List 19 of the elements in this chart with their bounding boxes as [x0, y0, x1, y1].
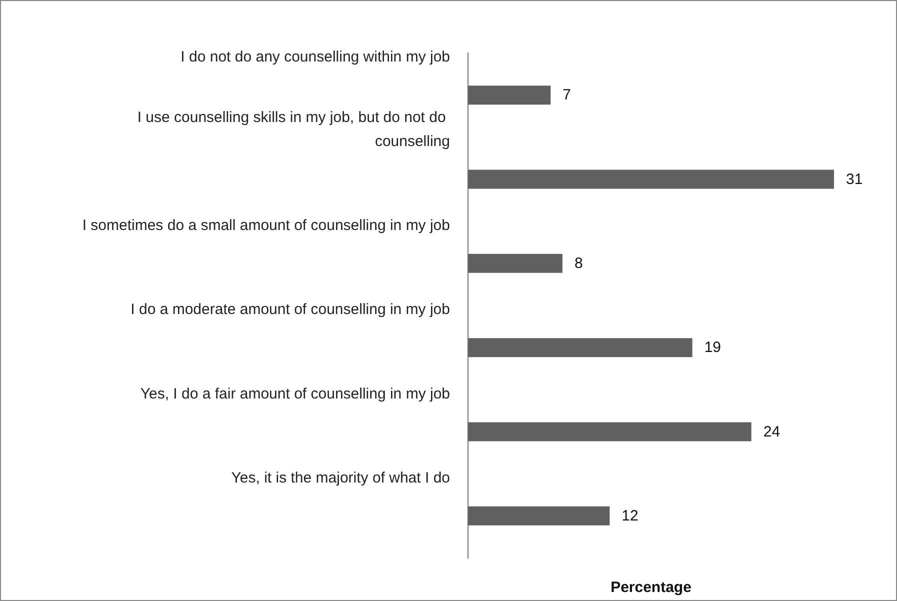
y-tick-label: I do a moderate amount of counselling in my job: [130, 301, 450, 318]
y-tick-label: Yes, I do a fair amount of counselling in my job: [140, 385, 450, 402]
data-label: 7: [562, 86, 571, 104]
bar: [468, 254, 562, 273]
y-tick-label: I sometimes do a small amount of counselling in my job: [82, 216, 450, 234]
bar: [468, 422, 752, 442]
data-label: 31: [846, 170, 863, 188]
data-label: 24: [763, 423, 780, 440]
bar: [468, 86, 551, 105]
x-axis-title: Percentage: [610, 579, 692, 596]
data-label: 8: [574, 254, 583, 272]
bar: [468, 338, 692, 358]
bar: [468, 170, 834, 189]
data-label: 12: [622, 507, 638, 524]
y-tick-label: Yes, it is the majority of what I do: [231, 469, 450, 486]
data-label: 19: [704, 339, 722, 356]
bar: [468, 506, 610, 526]
y-tick-label: I use counselling skills in my job, but do not do counselling: [137, 108, 450, 150]
y-tick-label: I do not do any counselling within my job: [180, 48, 450, 66]
